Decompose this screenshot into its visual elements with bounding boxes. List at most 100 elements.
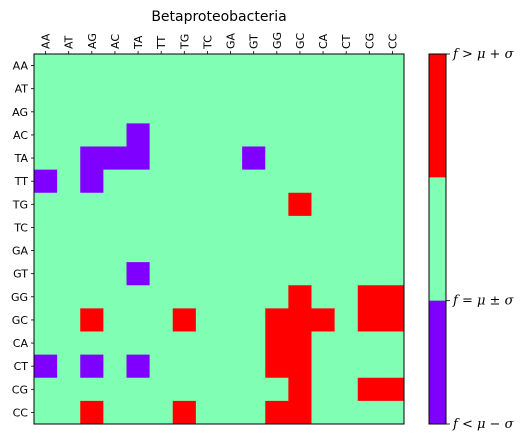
- heatmap-cell: [149, 285, 174, 309]
- x-tick-label: TA: [132, 35, 145, 50]
- x-tick-label: TT: [155, 35, 168, 50]
- heatmap-cell: [242, 54, 266, 78]
- heatmap-cell: [334, 169, 359, 194]
- heatmap-cell: [57, 354, 81, 379]
- heatmap-cell: [265, 100, 289, 124]
- heatmap-cell: [311, 100, 336, 124]
- colorbar-segment: [429, 54, 446, 178]
- heatmap-cell: [80, 169, 104, 194]
- heatmap-cell: [195, 169, 220, 194]
- heatmap-cell: [311, 354, 336, 379]
- heatmap-cell: [357, 169, 382, 194]
- heatmap-cell: [126, 54, 151, 78]
- heatmap-cell: [242, 239, 266, 263]
- heatmap-cell: [219, 285, 243, 309]
- heatmap-cell: [103, 331, 127, 356]
- heatmap-cell: [311, 77, 336, 101]
- heatmap-cell: [34, 285, 58, 309]
- heatmap-cell: [334, 123, 359, 147]
- heatmap-cell: [149, 169, 174, 194]
- heatmap-cell: [149, 215, 174, 240]
- heatmap-cell: [219, 215, 243, 240]
- heatmap-cell: [242, 285, 266, 309]
- heatmap-cell: [80, 377, 104, 402]
- x-tick-label: AC: [109, 34, 122, 49]
- y-tick-label: GA: [12, 245, 29, 258]
- heatmap-cell: [103, 146, 127, 171]
- heatmap-cell: [265, 169, 289, 194]
- heatmap-cell: [265, 54, 289, 78]
- heatmap-cell: [172, 285, 197, 309]
- heatmap-cell: [219, 100, 243, 124]
- heatmap-cell: [172, 215, 197, 240]
- heatmap-cell: [126, 192, 151, 217]
- heatmap-cell: [103, 100, 127, 124]
- heatmap-cell: [219, 146, 243, 171]
- x-tick-label: GG: [271, 32, 284, 49]
- heatmap-cell: [357, 215, 382, 240]
- colorbar-segment: [429, 300, 446, 425]
- heatmap-cell: [357, 285, 382, 309]
- heatmap-cell: [334, 331, 359, 356]
- heatmap-cell: [288, 77, 312, 101]
- x-tick-label: GT: [248, 34, 261, 49]
- heatmap-cell: [265, 192, 289, 217]
- heatmap-cell: [334, 285, 359, 309]
- heatmap-cell: [103, 239, 127, 263]
- heatmap-cell: [57, 215, 81, 240]
- heatmap-cell: [334, 308, 359, 332]
- heatmap-cell: [242, 377, 266, 402]
- heatmap-cell: [172, 192, 197, 217]
- heatmap-cell: [126, 215, 151, 240]
- heatmap-cell: [195, 123, 220, 147]
- y-tick-label: CT: [14, 360, 29, 373]
- heatmap-cell: [334, 400, 359, 425]
- y-tick-label: GT: [13, 268, 28, 281]
- heatmap-cell: [195, 100, 220, 124]
- heatmap-cell: [311, 377, 336, 402]
- y-tick-label: AT: [15, 83, 29, 96]
- heatmap-cell: [57, 239, 81, 263]
- heatmap-cell: [149, 354, 174, 379]
- heatmap-cell: [380, 308, 405, 332]
- heatmap-cell: [357, 354, 382, 379]
- y-tick-label: TC: [13, 221, 28, 234]
- heatmap-cell: [103, 308, 127, 332]
- heatmap-cell: [195, 331, 220, 356]
- heatmap-cell: [149, 192, 174, 217]
- heatmap-cell: [103, 169, 127, 194]
- y-tick-label: AC: [13, 129, 28, 142]
- heatmap-cell: [357, 192, 382, 217]
- heatmap-cell: [57, 285, 81, 309]
- heatmap-cell: [57, 100, 81, 124]
- heatmap-cell: [34, 377, 58, 402]
- heatmap-cell: [265, 354, 289, 379]
- heatmap-cell: [357, 100, 382, 124]
- heatmap-cell: [80, 400, 104, 425]
- heatmap-cell: [288, 400, 312, 425]
- heatmap-cell: [288, 54, 312, 78]
- heatmap-cell: [195, 377, 220, 402]
- heatmap-cell: [380, 262, 405, 286]
- heatmap-cell: [242, 331, 266, 356]
- heatmap-cell: [357, 377, 382, 402]
- heatmap-cell: [288, 308, 312, 332]
- heatmap-cell: [265, 146, 289, 171]
- x-tick-label: AG: [86, 33, 99, 49]
- heatmap-cell: [357, 400, 382, 425]
- heatmap-cell: [195, 146, 220, 171]
- y-tick-label: CA: [13, 337, 29, 350]
- colorbar-segment: [429, 177, 446, 302]
- heatmap-cell: [311, 169, 336, 194]
- y-tick-label: GG: [11, 291, 28, 304]
- heatmap-cell: [34, 54, 58, 78]
- heatmap-cell: [149, 262, 174, 286]
- heatmap-cell: [103, 377, 127, 402]
- heatmap-cell: [311, 146, 336, 171]
- heatmap-cell: [172, 54, 197, 78]
- heatmap-cell: [219, 123, 243, 147]
- heatmap-cell: [172, 239, 197, 263]
- heatmap-cell: [311, 123, 336, 147]
- heatmap-cell: [80, 331, 104, 356]
